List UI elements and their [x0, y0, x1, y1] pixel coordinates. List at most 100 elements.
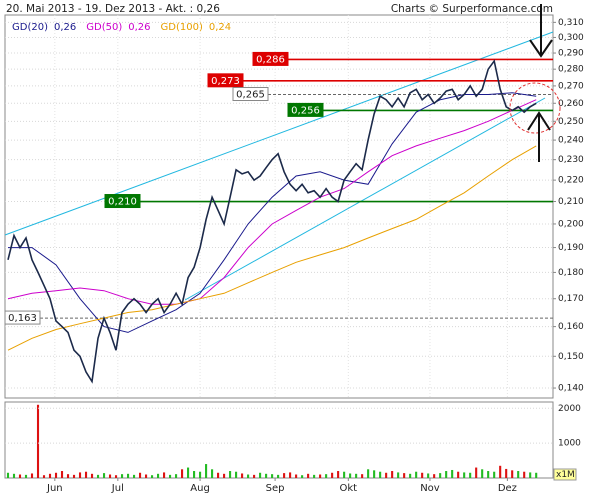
volume-bar	[433, 474, 436, 478]
y-tick-label: 0,270	[558, 81, 584, 91]
volume-bar	[120, 474, 124, 478]
volume-bar	[18, 474, 22, 478]
volume-bar	[499, 465, 502, 478]
volume-bar	[373, 470, 376, 478]
volume-bar	[487, 471, 490, 478]
legend-name: GD(100)	[161, 22, 203, 33]
volume-bar	[223, 473, 226, 478]
y-tick-label: 0,290	[558, 49, 584, 59]
x-tick-label: Jul	[111, 483, 124, 494]
y-tick-label: 0,160	[558, 322, 584, 332]
volume-bar	[331, 472, 334, 478]
legend-value: 0,26	[54, 22, 76, 33]
volume-bar	[163, 472, 166, 478]
volume-bar	[253, 474, 256, 478]
volume-bar	[451, 469, 454, 478]
volume-bar	[463, 472, 466, 478]
y-tick-label: 0,240	[558, 136, 584, 146]
x-tick-label: Nov	[420, 483, 440, 494]
volume-bar	[84, 471, 88, 478]
volume-bar	[96, 474, 100, 478]
volume-bar	[259, 472, 262, 478]
legend-name: GD(50)	[86, 22, 122, 33]
volume-bar	[90, 473, 94, 478]
volume-bar	[397, 472, 400, 478]
volume-bar	[199, 471, 202, 478]
y-tick-label: 0,180	[558, 268, 584, 278]
volume-bar	[385, 472, 388, 478]
volume-bar	[493, 471, 496, 478]
volume-bar	[66, 474, 70, 478]
volume-bar	[403, 473, 406, 478]
volume-tick-label: 2000	[558, 404, 581, 414]
volume-bar	[114, 475, 118, 478]
volume-bar	[36, 404, 40, 478]
volume-bar	[138, 472, 142, 478]
volume-bar	[54, 472, 58, 478]
y-tick-label: 0,200	[558, 219, 584, 229]
moving-average	[7, 99, 537, 305]
volume-bar	[427, 473, 430, 478]
source: Charts © Surperformance.com	[391, 3, 553, 15]
volume-bar	[457, 471, 460, 478]
volume-bar	[78, 472, 82, 478]
y-tick-label: 0,230	[558, 155, 584, 165]
volume-bar	[529, 472, 532, 478]
volume-bar	[271, 474, 274, 478]
y-tick-label: 0,150	[558, 352, 584, 362]
volume-bar	[439, 473, 442, 478]
volume-bar	[283, 473, 286, 478]
volume-bar	[151, 475, 154, 478]
y-tick-label: 0,190	[558, 243, 584, 253]
volume-bar	[469, 472, 472, 478]
volume-bar	[475, 467, 478, 478]
volume-bar	[126, 473, 130, 478]
volume-bar	[325, 474, 328, 478]
plot-frame	[4, 14, 554, 399]
y-tick-label: 0,280	[558, 65, 584, 75]
x-tick-label: Dez	[498, 483, 517, 494]
y-tick-label: 0,250	[558, 117, 584, 127]
level-label: 0,273	[211, 76, 240, 87]
volume-bar	[265, 473, 268, 478]
level-box	[207, 73, 244, 88]
volume-bar	[379, 471, 382, 478]
volume-bar	[295, 474, 298, 478]
y-tick-label: 0,170	[558, 294, 584, 304]
volume-bar	[241, 473, 244, 478]
moving-average	[7, 145, 537, 351]
level-label: 0,286	[256, 54, 285, 65]
volume-bar	[535, 472, 538, 478]
moving-average	[8, 92, 537, 333]
volume-bar	[343, 471, 346, 478]
volume-bar	[415, 471, 418, 478]
volume-bar	[12, 473, 16, 478]
volume-bar	[367, 469, 370, 478]
y-tick-label: 0,220	[558, 176, 584, 186]
volume-bar	[175, 474, 178, 478]
volume-bar	[72, 474, 76, 478]
volume-bar	[445, 471, 448, 478]
volume-bar	[523, 471, 526, 478]
volume-bar	[481, 469, 484, 478]
volume-bar	[277, 474, 280, 478]
level-box	[4, 310, 41, 325]
arrow-up	[527, 111, 551, 162]
level-label: 0,163	[8, 313, 37, 324]
volume-bar	[42, 475, 46, 478]
volume-tick-label: 1000	[558, 439, 581, 449]
volume-bar	[337, 471, 340, 478]
volume-bar	[169, 474, 172, 478]
level-box	[104, 194, 141, 209]
level-box	[287, 102, 324, 117]
volume-bar	[211, 469, 214, 478]
volume-bar	[349, 473, 352, 478]
volume-bar	[409, 473, 412, 478]
volume-bar	[301, 475, 304, 478]
volume-bar	[157, 473, 160, 478]
volume-bar	[205, 464, 208, 478]
volume-bar	[181, 469, 184, 478]
chart-title: 20. Mai 2013 - 19. Dez 2013 - Akt. : 0,2…	[6, 3, 220, 15]
x-tick-label: Okt	[340, 483, 358, 494]
